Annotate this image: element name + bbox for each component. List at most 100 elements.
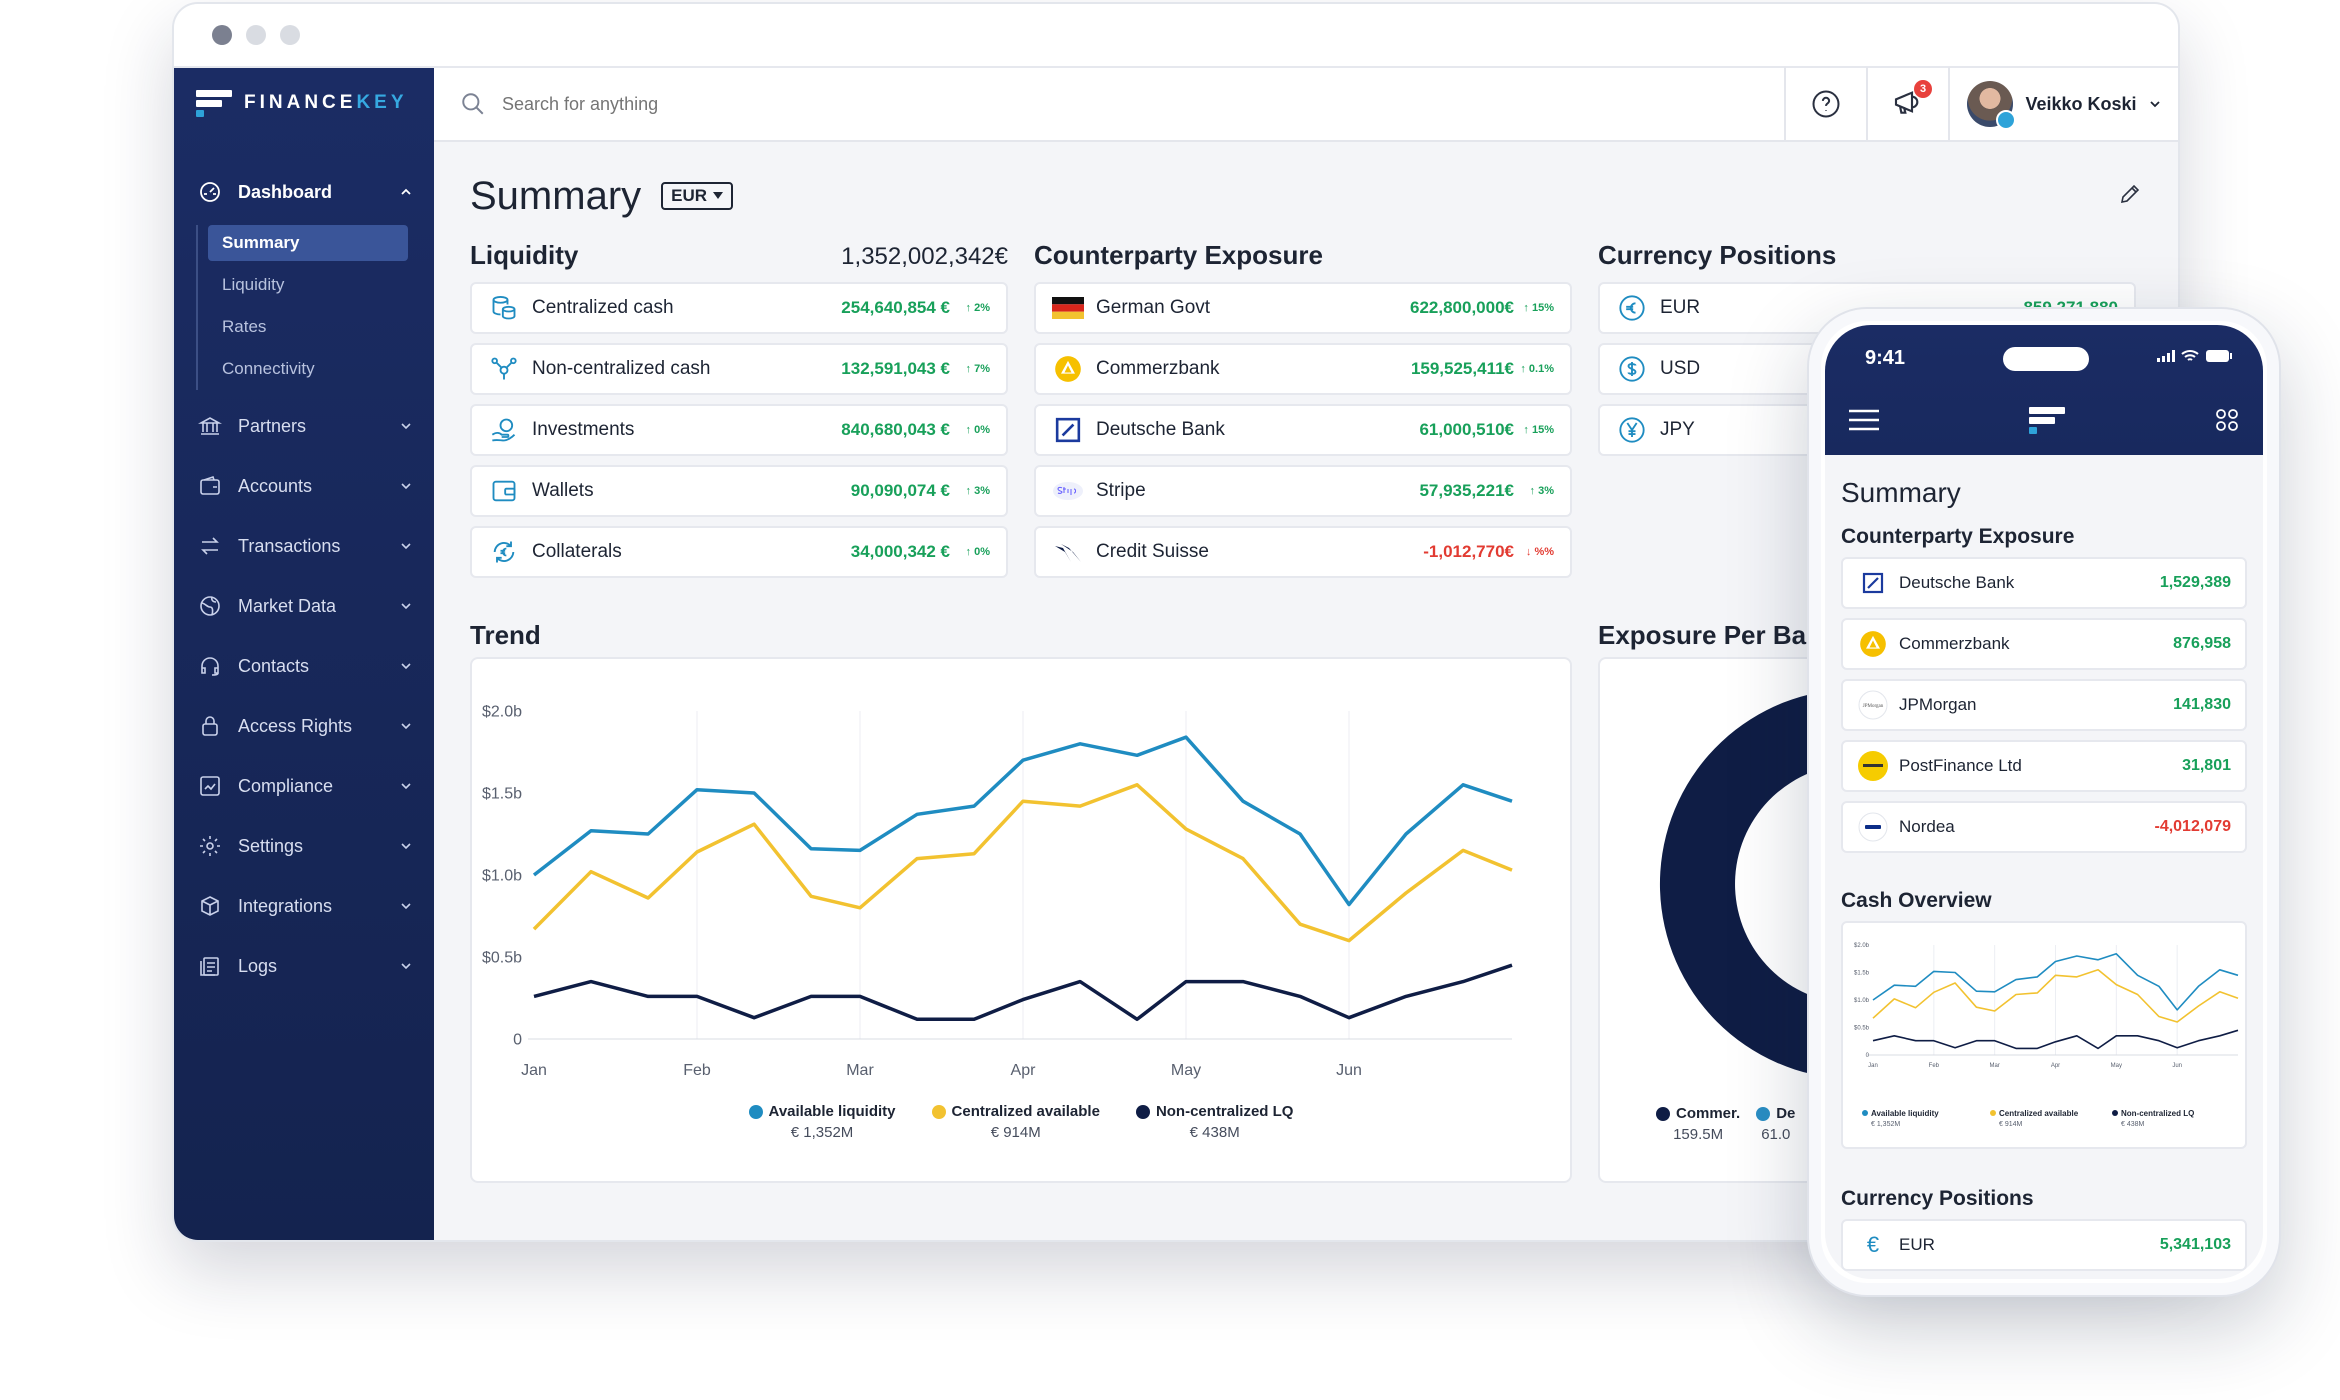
- row-label: German Govt: [1096, 297, 1211, 318]
- sidebar-item-contacts[interactable]: Contacts: [174, 636, 434, 696]
- legend-value: 61.0: [1761, 1126, 1791, 1143]
- chevron-down-icon: [401, 603, 411, 610]
- gear-icon: [196, 832, 224, 860]
- mobile-exposure-row[interactable]: PostFinance Ltd 31,801: [1841, 740, 2247, 792]
- chart-legend: Available liquidity € 1,352M Centralized…: [472, 1103, 1570, 1141]
- legend-value: € 1,352M: [1871, 1121, 1900, 1128]
- mobile-section-title: Counterparty Exposure: [1841, 525, 2075, 548]
- mobile-exposure-row[interactable]: JPMorgan JPMorgan 141,830: [1841, 679, 2247, 731]
- user-menu[interactable]: Veikko Koski: [1948, 67, 2178, 141]
- legend-label: Available liquidity: [768, 1103, 896, 1120]
- sidebar-item-compliance[interactable]: Compliance: [174, 756, 434, 816]
- y-tick-label: $0.5b: [482, 949, 522, 966]
- x-tick-label: Mar: [1989, 1063, 1999, 1069]
- mobile-exposure-row[interactable]: Commerzbank 876,958: [1841, 618, 2247, 670]
- sidebar-item-partners[interactable]: Partners: [174, 396, 434, 456]
- brand-logo[interactable]: FINANCEKEY: [174, 68, 434, 138]
- legend-label: Centralized available: [1999, 1109, 2079, 1118]
- exposure-row[interactable]: Deutsche Bank 61,000,510€ ↑ 15%: [1034, 404, 1572, 456]
- exposure-row[interactable]: German Govt 622,800,000€ ↑ 15%: [1034, 282, 1572, 334]
- sidebar-item-accounts[interactable]: Accounts: [174, 456, 434, 516]
- series-line-available-liquidity[interactable]: [532, 735, 1513, 907]
- series-line-centralized-available[interactable]: [532, 783, 1513, 943]
- liquidity-row[interactable]: Investments 840,680,043 € ↑ 0%: [470, 404, 1008, 456]
- wifi-icon: [2181, 350, 2199, 361]
- search-bar[interactable]: [434, 91, 1784, 117]
- row-change: ↑ 3%: [1529, 485, 1554, 497]
- currency-dropdown[interactable]: EUR: [661, 182, 734, 210]
- legend-item[interactable]: Commer. 159.5M: [1656, 1105, 1740, 1143]
- mini-line-chart[interactable]: Jan Feb Mar Apr May Jun 0 $0.5b $1.0b $1.5b $2.0b A…: [1843, 923, 2253, 1147]
- edit-button[interactable]: [2118, 182, 2142, 211]
- sidebar-item-integrations[interactable]: Integrations: [174, 876, 434, 936]
- series-line-available-liquidity[interactable]: [1872, 952, 2239, 1011]
- sidebar-item-dashboard[interactable]: Dashboard: [174, 162, 434, 222]
- window-minimize-dot[interactable]: [246, 25, 266, 45]
- sidebar-item-settings[interactable]: Settings: [174, 816, 434, 876]
- sidebar-subitem-rates[interactable]: Rates: [222, 317, 267, 336]
- legend-value: € 438M: [1189, 1124, 1240, 1141]
- chevron-down-icon: [401, 723, 411, 730]
- avatar: [1967, 81, 2017, 130]
- euro-icon: €: [1866, 1232, 1880, 1257]
- mobile-phone-mockup: 9:41 Summary Counterparty Exposure Deuts…: [1807, 307, 2281, 1297]
- trend-line-chart[interactable]: Jan Feb Mar Apr May Jun 0 $0.5b $1.0b $1.5b $2.0b: [472, 659, 1572, 1099]
- liquidity-row[interactable]: Non-centralized cash 132,591,043 € ↑ 7%: [470, 343, 1008, 395]
- chevron-down-icon: [401, 903, 411, 910]
- window-close-dot[interactable]: [212, 25, 232, 45]
- search-input[interactable]: [502, 93, 1102, 115]
- sidebar-item-transactions[interactable]: Transactions: [174, 516, 434, 576]
- mobile-exposure-row[interactable]: Nordea -4,012,079: [1841, 801, 2247, 853]
- sidebar-subitem-liquidity[interactable]: Liquidity: [222, 275, 285, 294]
- exposure-row[interactable]: Credit Suisse -1,012,770€ ↓ %%: [1034, 526, 1572, 578]
- sidebar-item-label: Partners: [238, 415, 307, 436]
- apps-grid-icon[interactable]: [2215, 408, 2239, 432]
- y-tick-label: $1.5b: [1854, 971, 1870, 977]
- sidebar-item-access-rights[interactable]: Access Rights: [174, 696, 434, 756]
- stripe-logo-icon: [1052, 475, 1084, 507]
- liquidity-row[interactable]: Wallets 90,090,074 € ↑ 3%: [470, 465, 1008, 517]
- liquidity-row[interactable]: Collaterals 34,000,342 € ↑ 0%: [470, 526, 1008, 578]
- legend-value: € 914M: [1999, 1121, 2023, 1128]
- sidebar-item-logs[interactable]: Logs: [174, 936, 434, 996]
- sidebar-item-label: Settings: [238, 835, 304, 856]
- series-line-non-centralized-lq[interactable]: [1872, 1029, 2239, 1050]
- nordea-logo-icon: [1857, 811, 1889, 843]
- sidebar-subitem-summary[interactable]: Summary: [208, 225, 408, 261]
- row-value: 132,591,043 €: [841, 359, 950, 378]
- exposure-row[interactable]: Commerzbank 159,525,411€ ↑ 0.1%: [1034, 343, 1572, 395]
- legend-item[interactable]: Centralized available € 914M: [931, 1103, 1100, 1141]
- mobile-section-title: Currency Positions: [1841, 1187, 2034, 1210]
- legend-dot-blue: [748, 1104, 763, 1119]
- mobile-header: 9:41: [1825, 325, 2263, 455]
- exposure-row[interactable]: Stripe 57,935,221€ ↑ 3%: [1034, 465, 1572, 517]
- row-value: 876,958: [2173, 635, 2231, 652]
- row-value: 254,640,854 €: [841, 298, 950, 317]
- row-label: JPMorgan: [1899, 695, 1977, 714]
- series-line-centralized-available[interactable]: [1872, 968, 2239, 1023]
- wallet-icon: [196, 472, 224, 500]
- donut-segment-commerzbank[interactable]: [1659, 689, 1898, 1079]
- row-change: ↑ 15%: [1523, 424, 1554, 436]
- row-value: 141,830: [2173, 696, 2231, 713]
- sidebar-subitem-connectivity[interactable]: Connectivity: [222, 359, 315, 378]
- legend-item[interactable]: Non-centralized LQ € 438M: [1135, 1103, 1293, 1141]
- legend-item[interactable]: Available liquidity € 1,352M: [748, 1103, 896, 1141]
- sidebar-item-market-data[interactable]: Market Data: [174, 576, 434, 636]
- window-maximize-dot[interactable]: [280, 25, 300, 45]
- series-line-non-centralized-lq[interactable]: [533, 963, 1513, 1022]
- liquidity-row[interactable]: Centralized cash 254,640,854 € ↑ 2%: [470, 282, 1008, 334]
- mobile-exposure-row[interactable]: Deutsche Bank 1,529,389: [1841, 557, 2247, 609]
- mobile-cash-overview-chart[interactable]: Jan Feb Mar Apr May Jun 0 $0.5b $1.0b $1.5b $2.0b A…: [1841, 921, 2247, 1149]
- row-label: Commerzbank: [1096, 358, 1220, 379]
- mobile-currency-row[interactable]: € EUR 5,341,103: [1841, 1219, 2247, 1271]
- hamburger-menu-icon[interactable]: [1849, 409, 1879, 431]
- row-label: Non-centralized cash: [532, 358, 711, 379]
- wallet-icon: [488, 475, 520, 507]
- row-label: EUR: [1660, 297, 1701, 318]
- section-title: Liquidity: [470, 240, 579, 270]
- legend-value: 159.5M: [1673, 1126, 1724, 1143]
- help-button[interactable]: [1784, 67, 1866, 141]
- notifications-button[interactable]: 3: [1866, 67, 1948, 141]
- legend-item[interactable]: De 61.0: [1756, 1105, 1795, 1143]
